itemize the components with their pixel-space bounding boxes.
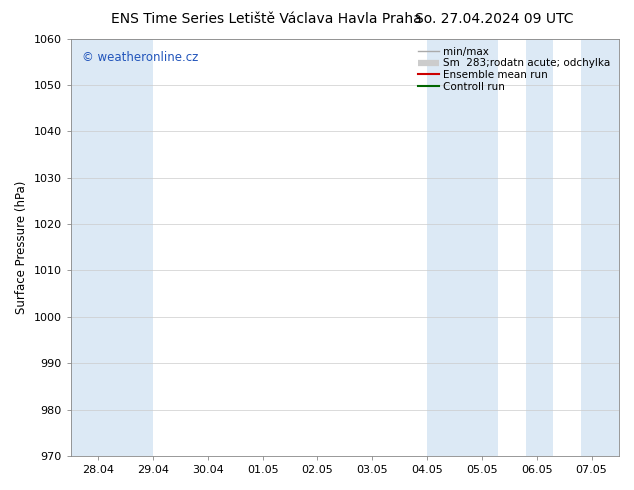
Bar [526, 39, 553, 456]
Legend: min/max, Sm  283;rodatn acute; odchylka, Ensemble mean run, Controll run: min/max, Sm 283;rodatn acute; odchylka, … [415, 44, 614, 95]
Bar [71, 39, 153, 456]
Bar [581, 39, 619, 456]
Text: © weatheronline.cz: © weatheronline.cz [82, 51, 198, 64]
Text: ENS Time Series Letiště Václava Havla Praha: ENS Time Series Letiště Václava Havla Pr… [111, 12, 422, 26]
Text: So. 27.04.2024 09 UTC: So. 27.04.2024 09 UTC [415, 12, 574, 26]
Y-axis label: Surface Pressure (hPa): Surface Pressure (hPa) [15, 181, 28, 314]
Bar [427, 39, 498, 456]
